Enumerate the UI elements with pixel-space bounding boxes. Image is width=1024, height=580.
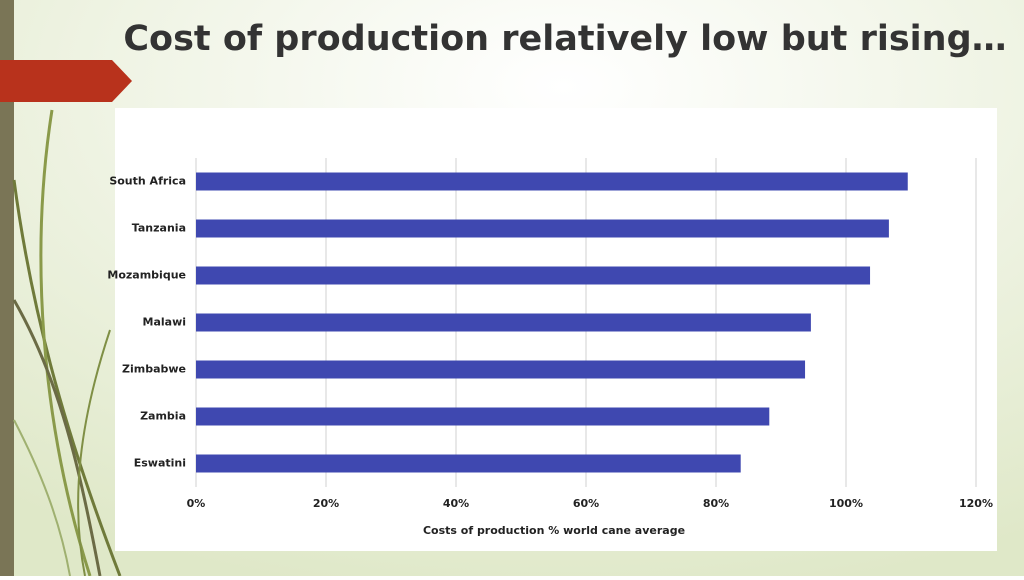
x-tick-label: 60% [573, 497, 599, 510]
bar [196, 454, 741, 473]
y-tick-label: Zambia [140, 410, 186, 423]
y-tick-label: Tanzania [132, 222, 186, 235]
x-tick-label: 20% [313, 497, 339, 510]
x-tick-label: 40% [443, 497, 469, 510]
y-tick-label: Eswatini [134, 457, 186, 470]
bar [196, 219, 889, 238]
x-tick-label: 120% [959, 497, 993, 510]
chart-title: Cost of production relatively low but ri… [123, 19, 1006, 59]
x-tick-label: 80% [703, 497, 729, 510]
x-axis-title: Costs of production % world cane average [423, 524, 685, 537]
bar [196, 172, 908, 191]
title-arrow [0, 60, 132, 102]
x-tick-label: 100% [829, 497, 863, 510]
bar [196, 407, 770, 426]
bar [196, 266, 871, 285]
decoration [12, 109, 122, 577]
bar [196, 360, 806, 379]
x-tick-label: 0% [187, 497, 206, 510]
y-tick-label: Zimbabwe [122, 363, 186, 376]
y-tick-label: Mozambique [107, 269, 186, 282]
y-tick-label: Malawi [143, 316, 187, 329]
y-tick-label: South Africa [109, 175, 186, 188]
bar [196, 313, 811, 332]
side-stripe [0, 0, 14, 576]
